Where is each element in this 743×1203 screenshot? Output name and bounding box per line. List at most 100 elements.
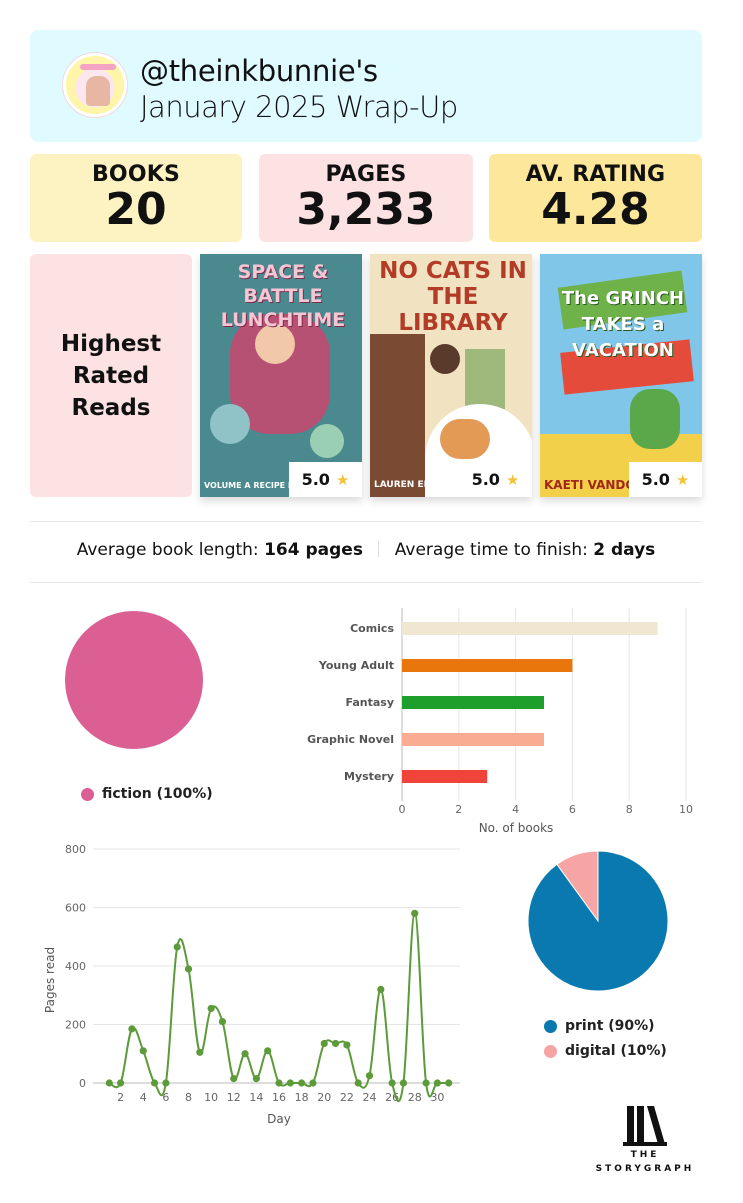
highest-rated-heading-box: Highest Rated Reads <box>30 254 192 497</box>
bar <box>402 622 658 635</box>
data-point <box>320 1039 328 1048</box>
x-tick-label: 2 <box>117 1091 124 1104</box>
book-2-rating-value: 5.0 <box>471 470 500 489</box>
book-cover-1-title: SPACE & BATTLE LUNCHTIME <box>220 261 346 331</box>
x-tick-label: 4 <box>512 803 519 816</box>
data-point <box>230 1075 238 1083</box>
stat-books-label: BOOKS <box>91 162 181 187</box>
genre-bar-chart: 0 2 4 6 8 10 Comics Young Adult Fantasy Graphic N… <box>307 608 693 835</box>
y-tick-label: 600 <box>65 902 86 915</box>
book-cover-1-text: VOLUME A RECIPE FOR <box>204 481 307 490</box>
x-tick-label: 22 <box>340 1091 354 1104</box>
storygraph-logo-icon <box>623 1106 667 1146</box>
data-point <box>196 1048 204 1056</box>
x-tick-label: 10 <box>679 803 693 816</box>
bar <box>402 733 544 746</box>
pie-slice-print <box>527 850 669 992</box>
data-point <box>275 1079 283 1087</box>
data-point <box>377 985 385 993</box>
avatar <box>63 53 127 117</box>
data-point <box>264 1047 272 1055</box>
logo-line1: THE <box>630 1150 660 1160</box>
stat-books-value: 20 <box>105 184 167 235</box>
bar <box>402 659 573 672</box>
data-point <box>286 1079 294 1087</box>
data-point <box>252 1075 260 1083</box>
data-point <box>298 1079 306 1087</box>
avg-time-value: 2 days <box>593 540 656 560</box>
data-point <box>173 943 181 951</box>
data-point <box>433 1079 441 1087</box>
logo-line2: STORYGRAPH <box>595 1164 695 1174</box>
legend-fiction: fiction (100%) <box>81 786 213 802</box>
x-tick-label: 12 <box>227 1091 241 1104</box>
x-tick-label: 28 <box>408 1091 422 1104</box>
legend-dot-digital <box>544 1044 557 1058</box>
legend-print: print (90%) <box>544 1018 655 1034</box>
format-pie-chart <box>527 850 669 992</box>
stat-books: BOOKS 20 <box>30 154 242 242</box>
book-cover-1[interactable]: SPACE & BATTLE LUNCHTIME VOLUME A RECIPE… <box>200 254 362 497</box>
x-tick-label: 24 <box>363 1091 377 1104</box>
data-point <box>128 1025 136 1033</box>
avg-time-label: Average time to finish: <box>394 540 588 560</box>
star-icon: ★ <box>505 470 520 489</box>
avg-length-label: Average book length: <box>76 540 259 560</box>
stat-pages-value: 3,233 <box>296 184 436 235</box>
book-1-rating: 5.0 ★ <box>289 462 362 497</box>
data-point <box>388 1079 396 1087</box>
stat-rating-label: AV. RATING <box>525 162 666 187</box>
x-tick-label: 30 <box>430 1091 444 1104</box>
data-point <box>411 909 419 917</box>
legend-digital-label: digital (10%) <box>565 1043 667 1059</box>
data-point <box>241 1050 249 1058</box>
data-point <box>343 1041 351 1049</box>
category-label: Graphic Novel <box>307 733 394 746</box>
book-cover-2-author: LAUREN EMMONS <box>374 480 464 490</box>
category-label: Young Adult <box>318 659 394 672</box>
separator <box>378 541 380 557</box>
stat-rating: AV. RATING 4.28 <box>489 154 702 242</box>
category-label: Mystery <box>344 770 394 783</box>
series-line <box>108 912 449 1102</box>
x-tick-label: 8 <box>626 803 633 816</box>
x-tick-label: 6 <box>569 803 576 816</box>
y-tick-label: 200 <box>65 1019 86 1032</box>
user-handle: @theinkbunnie's <box>140 54 378 88</box>
y-tick-label: 400 <box>65 960 86 973</box>
data-point <box>139 1047 147 1055</box>
x-tick-label: 4 <box>140 1091 147 1104</box>
data-point <box>105 1079 113 1087</box>
stat-rating-value: 4.28 <box>541 184 650 235</box>
storygraph-logo: THE STORYGRAPH <box>590 1104 700 1174</box>
legend-dot-print <box>544 1019 557 1033</box>
data-point <box>218 1017 227 1026</box>
x-tick-label: 10 <box>204 1091 218 1104</box>
x-tick-label: 16 <box>272 1091 286 1104</box>
fiction-pie-slice <box>65 611 203 749</box>
book-cover-3[interactable]: The GRINCH TAKES a VACATION KAETI VANDOR… <box>540 254 702 497</box>
x-tick-label: 8 <box>185 1091 192 1104</box>
book-cover-2-title: NO CATS IN THE LIBRARY <box>379 258 527 336</box>
x-axis-title: No. of books <box>479 821 554 835</box>
star-icon: ★ <box>335 470 350 489</box>
y-tick-label: 800 <box>65 843 86 856</box>
stat-pages: PAGES 3,233 <box>259 154 473 242</box>
divider <box>30 521 702 522</box>
data-point <box>445 1079 453 1087</box>
stat-pages-label: PAGES <box>325 162 407 187</box>
x-tick-label: 20 <box>317 1091 331 1104</box>
data-point <box>184 965 193 973</box>
legend-digital: digital (10%) <box>544 1043 667 1059</box>
x-tick-label: 2 <box>455 803 462 816</box>
book-cover-3-title: The GRINCH TAKES a VACATION <box>561 288 685 361</box>
x-axis-title: Day <box>267 1112 291 1126</box>
data-point <box>309 1079 317 1087</box>
x-tick-label: 6 <box>162 1091 169 1104</box>
data-point <box>354 1079 362 1087</box>
legend-fiction-label: fiction (100%) <box>102 786 213 802</box>
book-cover-3-author: KAETI VANDORN <box>544 478 655 492</box>
divider <box>30 582 702 583</box>
wrap-up-header: @theinkbunnie's January 2025 Wrap-Up <box>30 30 702 142</box>
book-cover-2[interactable]: NO CATS IN THE LIBRARY LAUREN EMMONS 5.0… <box>370 254 532 497</box>
